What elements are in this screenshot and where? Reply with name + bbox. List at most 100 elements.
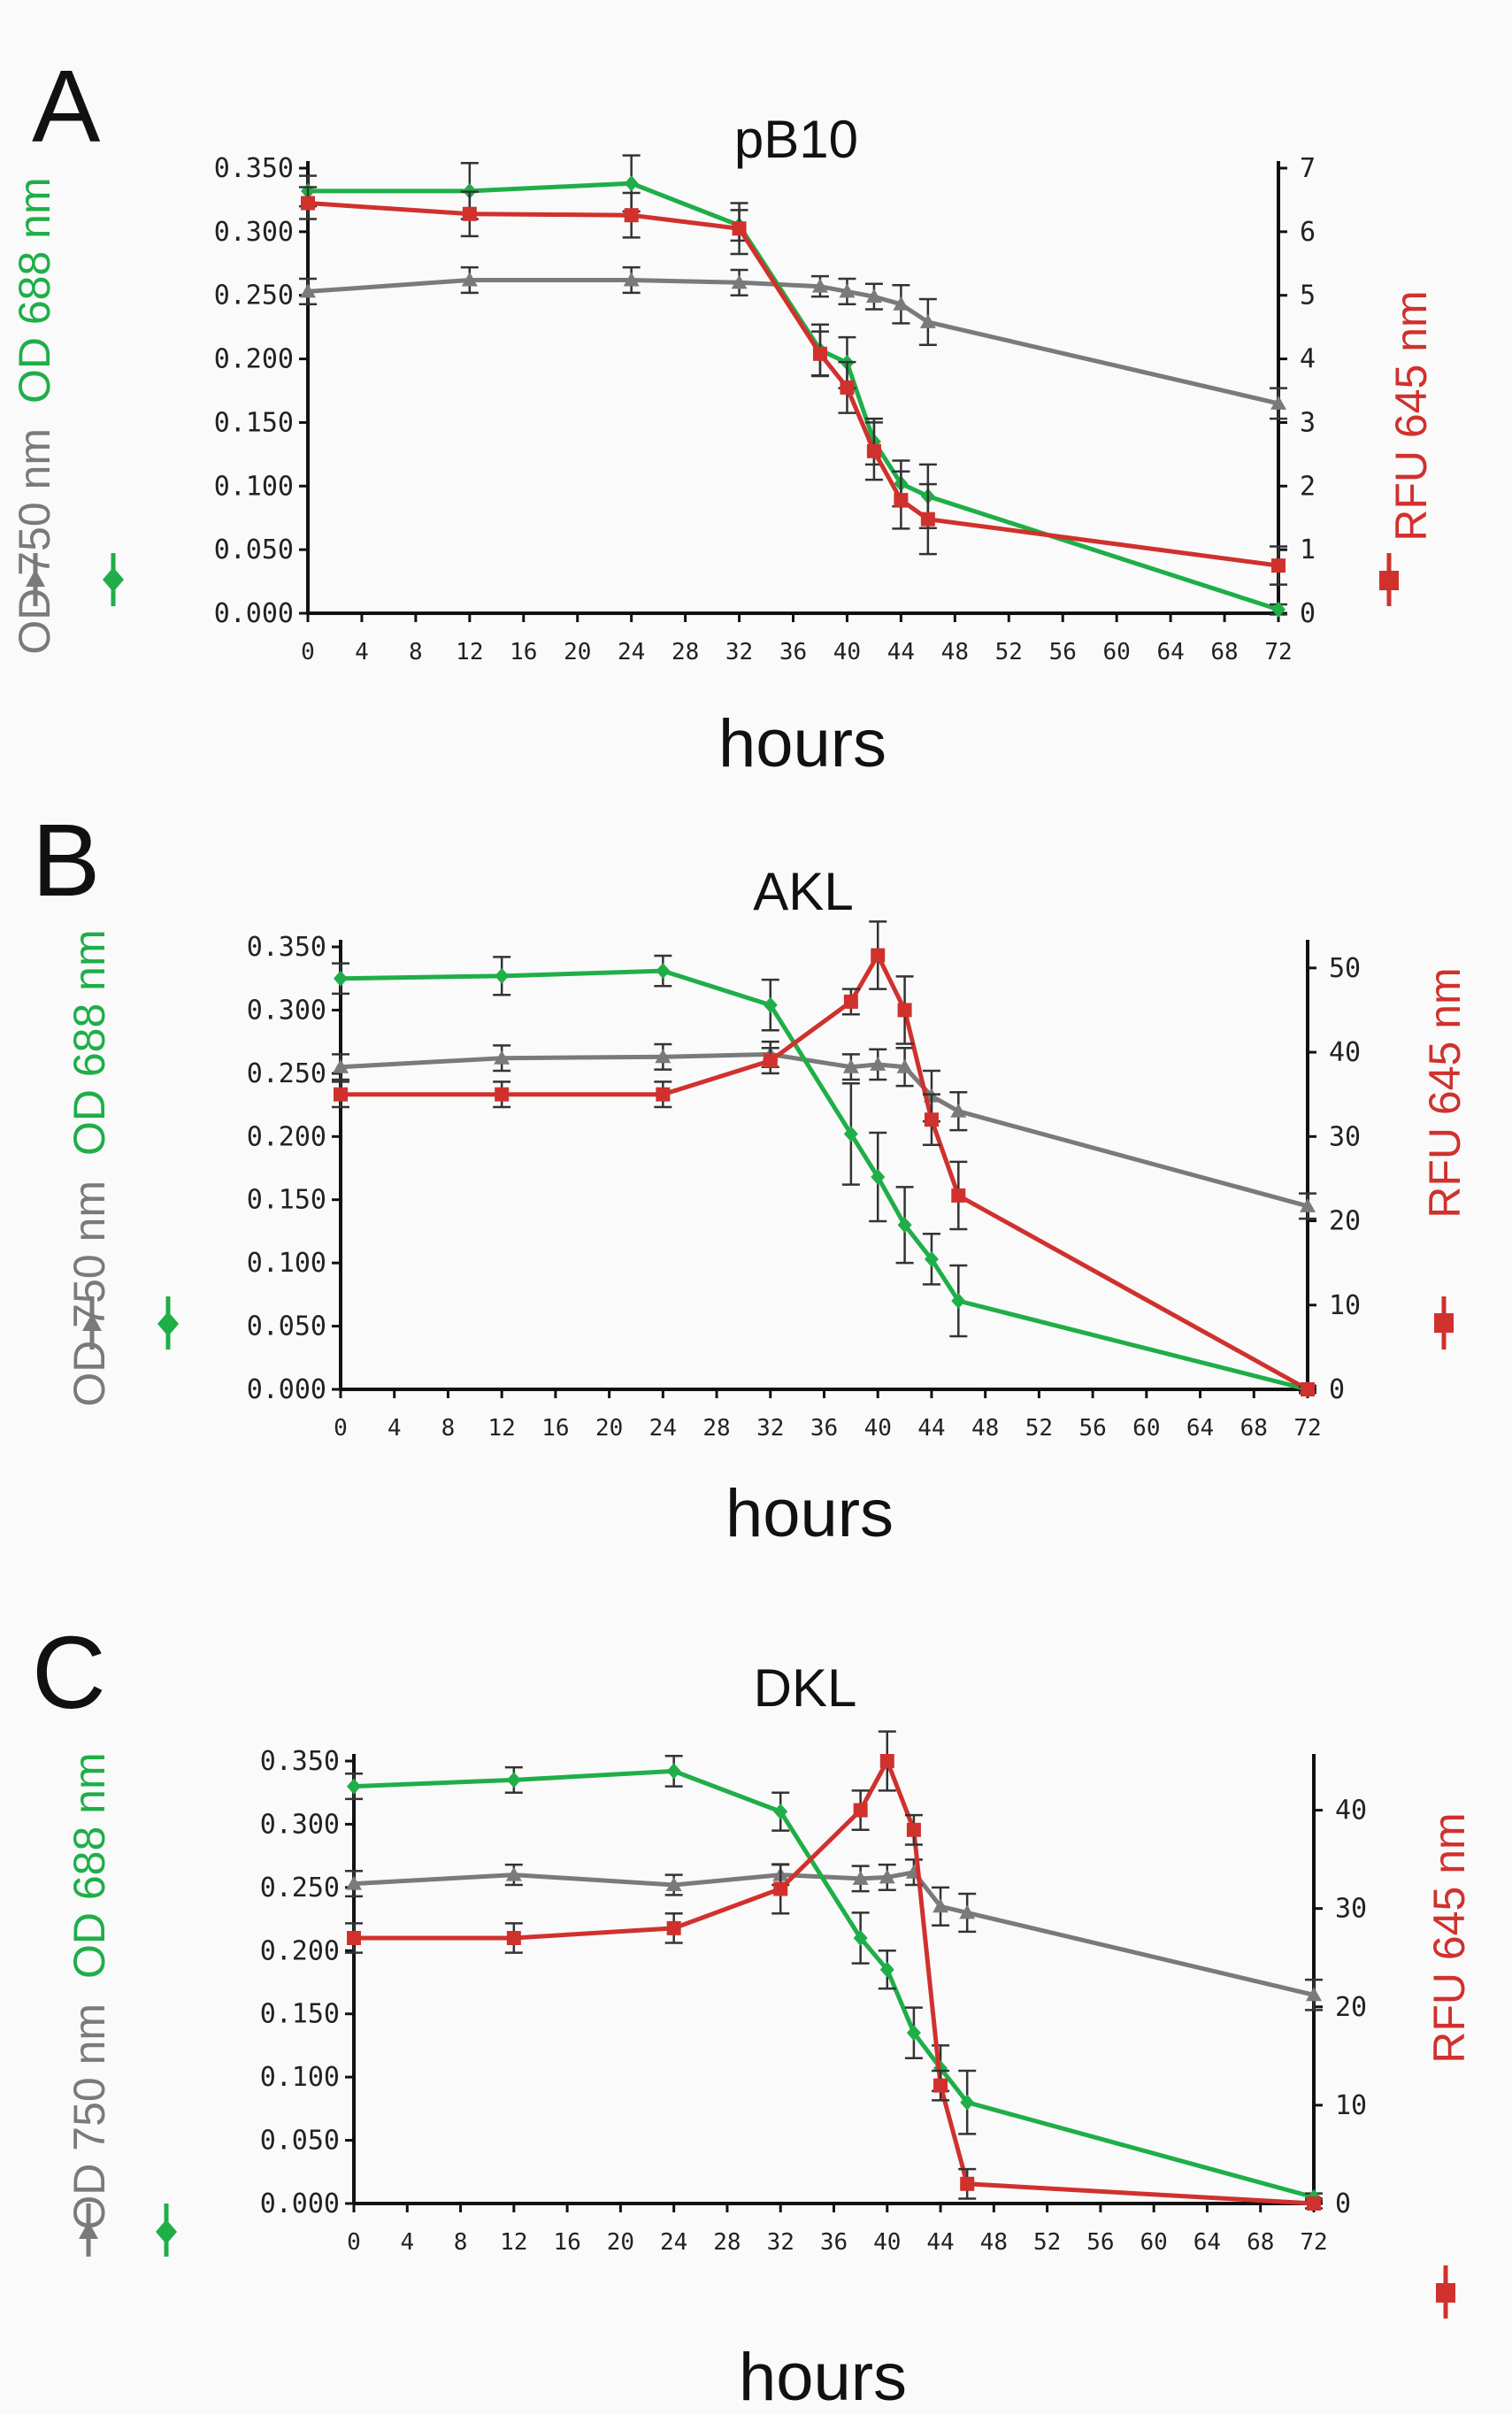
data-point-od750: [839, 283, 856, 298]
y-tick-right-label: 6: [1300, 217, 1316, 248]
data-point-od750: [959, 1904, 976, 1919]
y-tick-left-label: 0.150: [214, 407, 294, 438]
x-axis-label-c: hours: [739, 2340, 907, 2415]
series-rfu645-c: [345, 1730, 1323, 2211]
data-point-rfu645: [920, 511, 935, 527]
data-point-od750: [300, 283, 316, 298]
x-tick-label: 20: [595, 1415, 623, 1442]
series-line-od750: [307, 278, 1279, 406]
x-tick-label: 8: [409, 639, 423, 665]
data-point-rfu645: [666, 1920, 681, 1935]
legend-rfu-square-icon: [1379, 571, 1399, 590]
x-tick-label: 56: [1049, 639, 1077, 665]
data-point-od750: [665, 1877, 682, 1891]
data-point-od750: [1300, 1197, 1316, 1212]
data-point-od688: [773, 1804, 788, 1820]
y-axis-label-rfu-a: RFU 645 nm: [1386, 290, 1436, 541]
chart-title-c: DKL: [754, 1658, 857, 1718]
data-point-od688: [347, 1778, 361, 1795]
data-point-od750: [346, 1875, 362, 1890]
data-point-od688: [495, 967, 510, 984]
data-point-od750: [731, 274, 748, 289]
y-tick-right-label: 40: [1329, 1037, 1361, 1068]
x-axis-label-b: hours: [725, 1476, 894, 1551]
series-od750-a: [299, 265, 1287, 420]
data-point-od750: [852, 1870, 869, 1885]
y-tick-right-label: 7: [1300, 153, 1316, 184]
data-point-od750: [505, 1866, 522, 1881]
x-tick-label: 0: [301, 639, 315, 665]
x-tick-label: 64: [1193, 2229, 1221, 2256]
y-tick-left-label: 0.000: [214, 598, 294, 629]
x-tick-label: 60: [1132, 1415, 1160, 1442]
data-point-rfu645: [840, 380, 855, 395]
data-point-od750: [1270, 395, 1286, 410]
data-point-od688: [666, 1763, 681, 1780]
data-point-od688: [906, 2025, 921, 2042]
x-tick-label: 32: [756, 1415, 784, 1442]
data-point-rfu645: [763, 1053, 778, 1068]
data-point-od688: [951, 1293, 966, 1309]
data-point-rfu645: [334, 1087, 348, 1102]
x-tick-label: 48: [941, 639, 969, 665]
x-tick-label: 36: [779, 639, 807, 665]
y-tick-right-label: 1: [1300, 535, 1316, 565]
series-line-od688: [308, 181, 1279, 612]
plot-area-c: 0.000 0.050 0.100 0.150 0.200 0.250 0.300 0.350…: [260, 1730, 1367, 2256]
y-tick-right-label: 50: [1329, 953, 1361, 984]
x-tick-label: 12: [500, 2229, 527, 2256]
x-tick-label: 12: [456, 639, 483, 665]
series-line-od750: [353, 1869, 1315, 1997]
y-tick-left-label: 0.100: [247, 1248, 326, 1279]
data-point-od750: [879, 1869, 895, 1884]
right-axis-legend-c: RFU 645 nm: [1424, 1812, 1474, 2063]
left-axis-legend-a: OD 750 nm OD 688 nm: [10, 177, 59, 654]
y-tick-right-label: 4: [1300, 344, 1316, 375]
panel-a: A pB10 0.000 0.050 0.100 0.150 0.200 0.250 0.3…: [10, 49, 1436, 781]
data-point-od688: [879, 1961, 894, 1978]
data-point-rfu645: [871, 948, 886, 963]
data-point-od750: [1306, 1987, 1322, 2002]
series-rfu645-a: [299, 186, 1287, 586]
x-tick-label: 16: [553, 2229, 580, 2256]
data-point-od750: [870, 1056, 886, 1071]
series-line-rfu645: [341, 950, 1309, 1392]
plot-area-a: 0.000 0.050 0.100 0.150 0.200 0.250 0.300 0.350…: [214, 153, 1316, 665]
legend-markers-a: [26, 553, 1399, 606]
x-tick-label: 0: [347, 2229, 361, 2256]
x-tick-label: 72: [1264, 639, 1292, 665]
x-tick-label: 24: [660, 2229, 687, 2256]
data-point-rfu645: [462, 206, 477, 221]
data-point-od688: [656, 963, 671, 980]
legend-od750-triangle-icon: [79, 2221, 98, 2239]
data-point-od750: [623, 272, 640, 287]
y-tick-right-label: 40: [1335, 1796, 1367, 1827]
y-axis-label-od688-b: OD 688 nm: [65, 929, 114, 1156]
data-point-od750: [655, 1049, 672, 1064]
series-line-rfu645: [354, 1756, 1315, 2206]
y-tick-left-label: 0.050: [214, 535, 294, 565]
x-tick-label: 16: [541, 1415, 569, 1442]
data-point-rfu645: [924, 1112, 939, 1127]
x-tick-label: 40: [833, 639, 861, 665]
data-point-od750: [461, 272, 478, 287]
data-point-rfu645: [656, 1087, 671, 1102]
data-point-rfu645: [897, 1003, 912, 1018]
data-point-rfu645: [773, 1881, 788, 1896]
data-point-rfu645: [1307, 2196, 1321, 2211]
y-tick-right-label: 0: [1300, 598, 1316, 629]
series-od688-b: [332, 954, 1316, 1397]
x-tick-label: 72: [1293, 1415, 1321, 1442]
y-tick-left-label: 0.050: [247, 1311, 326, 1342]
data-point-od688: [334, 970, 348, 987]
y-tick-left-label: 0.150: [260, 1999, 340, 2030]
data-point-od750: [950, 1103, 967, 1118]
x-tick-label: 44: [917, 1415, 945, 1442]
series-rfu645-b: [332, 920, 1316, 1396]
data-point-od750: [865, 288, 882, 304]
panel-letter-a: A: [32, 49, 101, 164]
y-tick-right-label: 0: [1335, 2188, 1351, 2219]
data-point-od750: [933, 1898, 949, 1913]
x-axis-label-a: hours: [718, 706, 886, 781]
